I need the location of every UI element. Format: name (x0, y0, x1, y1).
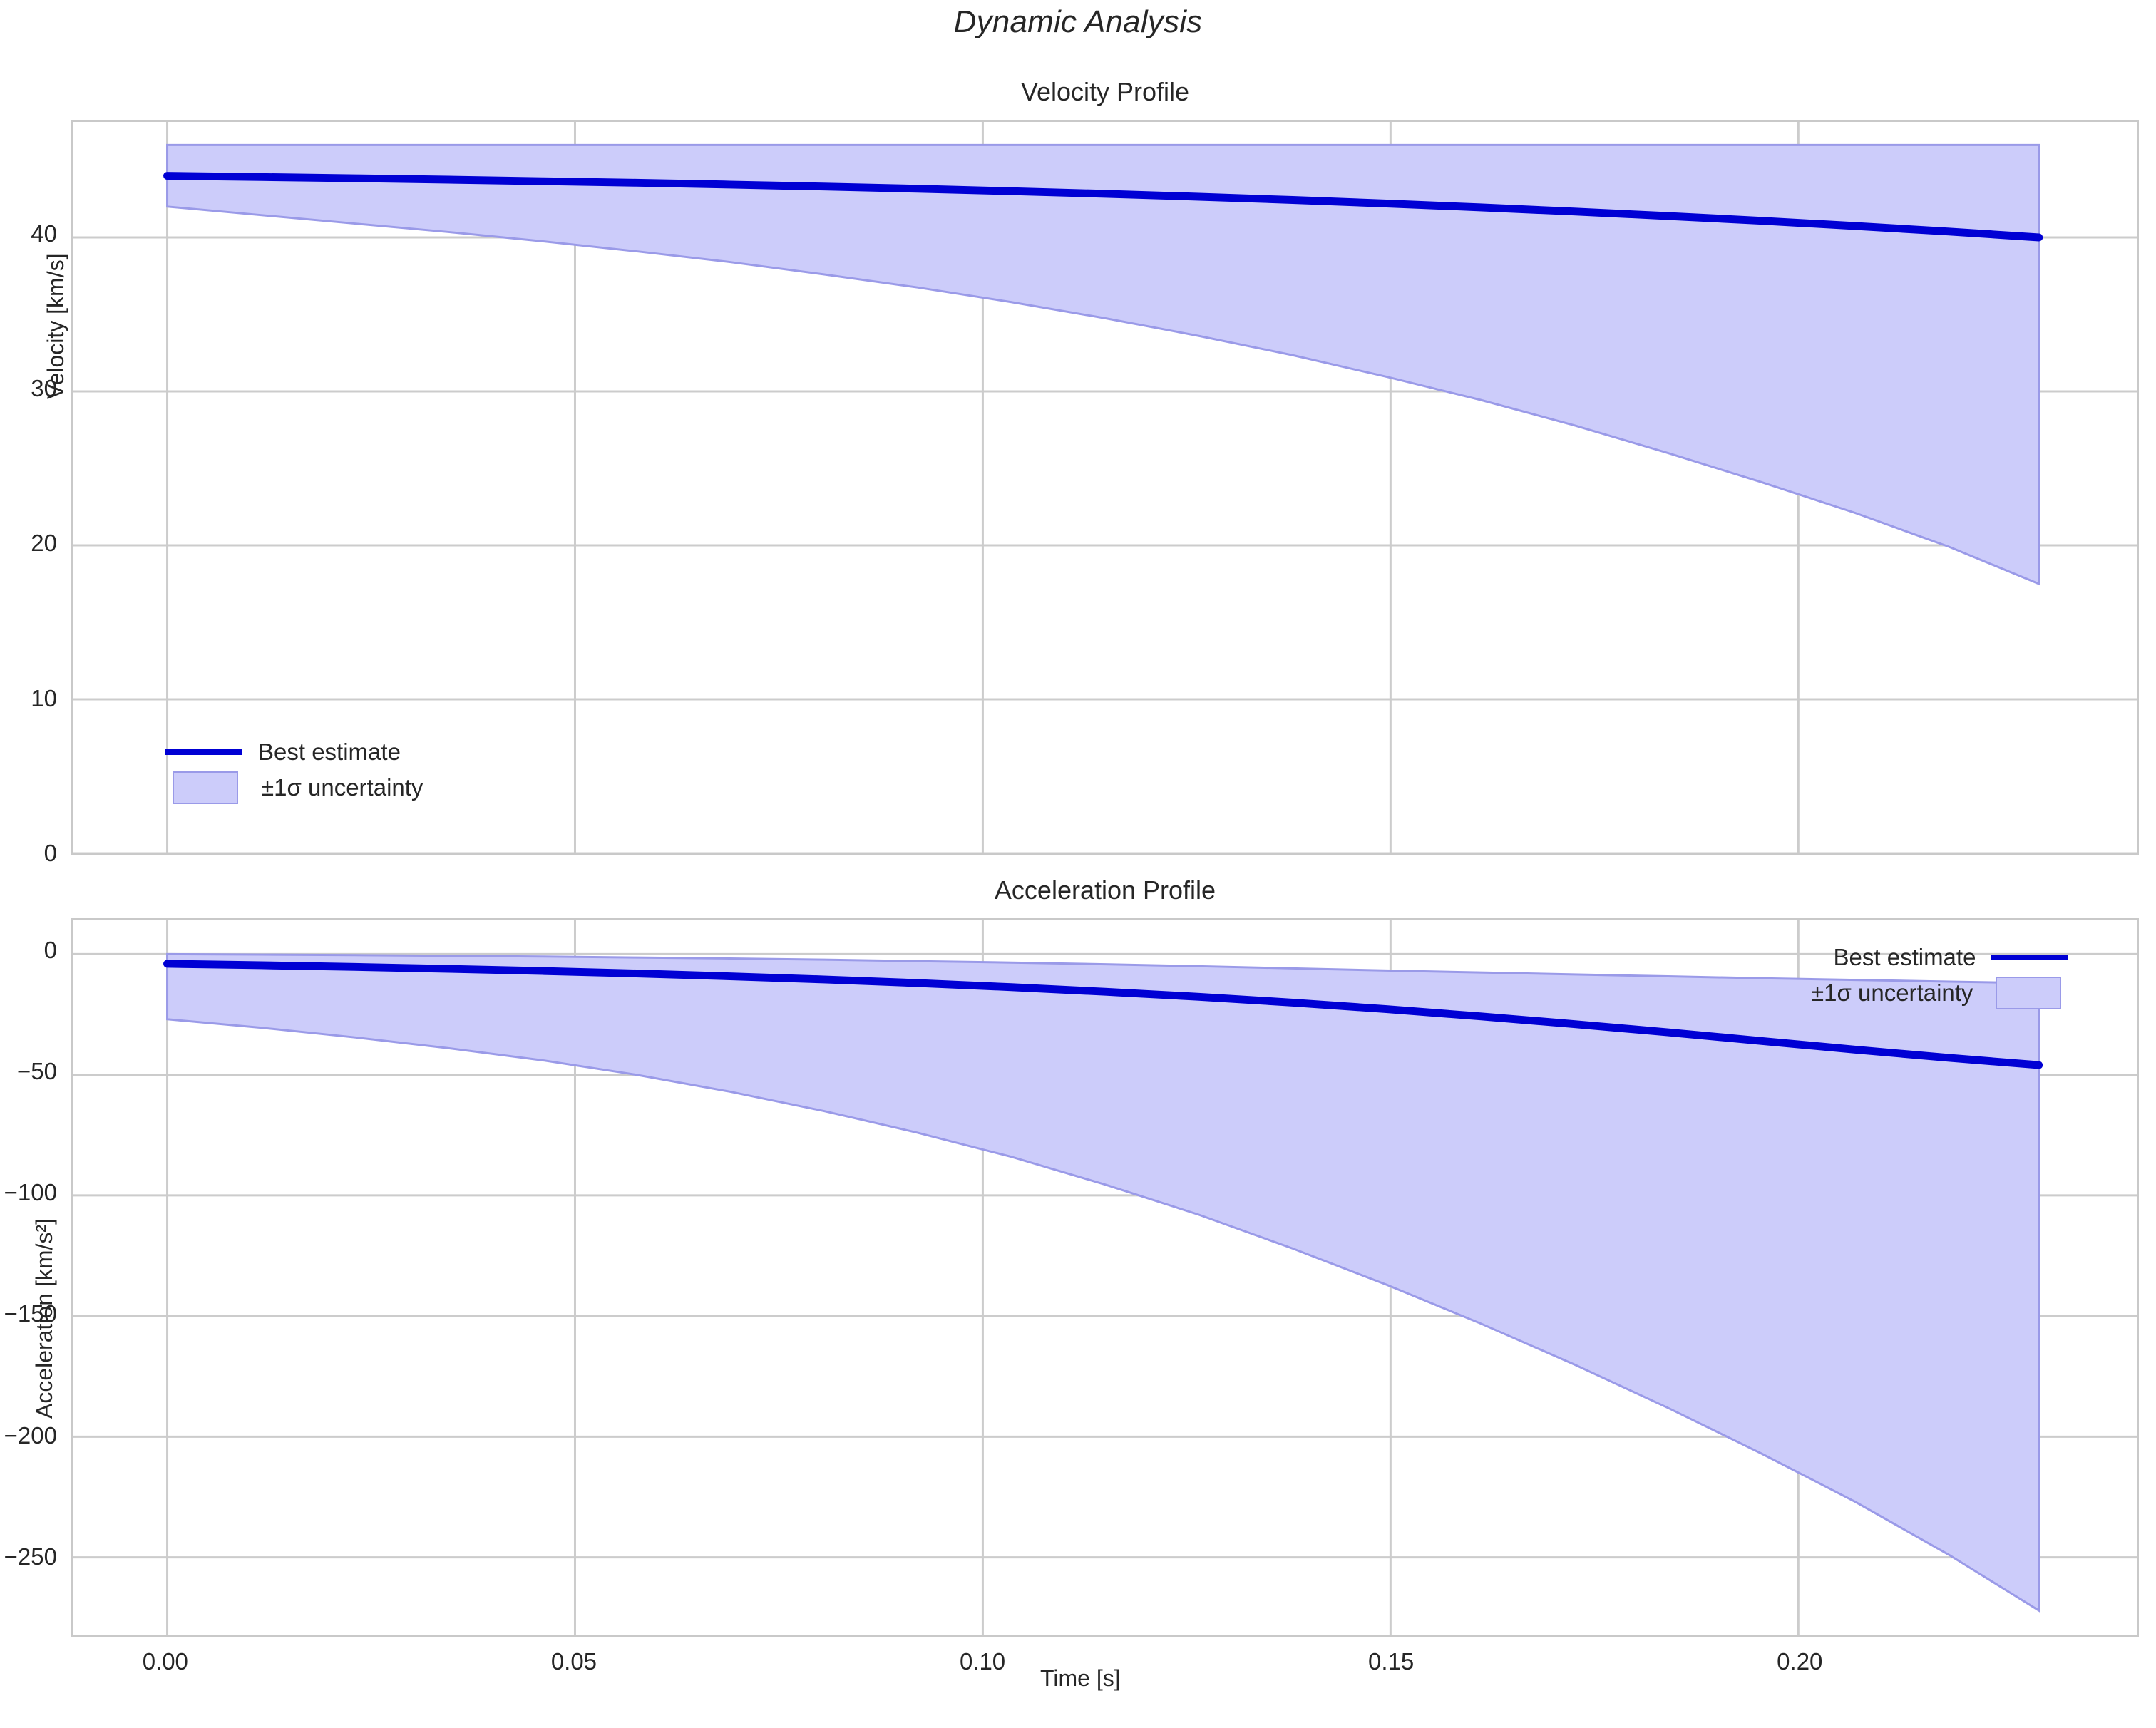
velocity-chart-canvas (73, 122, 2137, 853)
x-tick-label: 0.15 (1368, 1648, 1415, 1675)
y-tick-label: −100 (4, 1179, 57, 1206)
y-tick-label: 20 (31, 530, 57, 557)
x-tick-label: 0.20 (1777, 1648, 1823, 1675)
line-swatch-icon (1991, 955, 2069, 960)
x-tick-label: 0.10 (959, 1648, 1006, 1675)
legend-label-uncertainty: ±1σ uncertainty (261, 774, 423, 801)
y-tick-label: −200 (4, 1421, 57, 1449)
figure-suptitle: Dynamic Analysis (953, 4, 1203, 39)
y-tick-label: −150 (4, 1300, 57, 1327)
acceleration-subplot-title: Acceleration Profile (994, 875, 1216, 905)
legend-entry-uncertainty: ±1σ uncertainty (150, 770, 423, 806)
y-tick-label: 10 (31, 684, 57, 711)
acceleration-legend: Best estimate ±1σ uncertainty (1811, 940, 2084, 1011)
y-tick-label: 0 (43, 840, 57, 866)
y-tick-label: −250 (4, 1543, 57, 1570)
legend-label-best-estimate: Best estimate (258, 739, 401, 765)
x-axis-label: Time [s] (1040, 1665, 1121, 1691)
velocity-legend: Best estimate ±1σ uncertainty (150, 734, 423, 806)
legend-entry-best-estimate: Best estimate (150, 734, 423, 770)
legend-entry-uncertainty-2: ±1σ uncertainty (1811, 975, 2084, 1011)
band-swatch-icon (1996, 977, 2062, 1009)
x-tick-label: 0.00 (142, 1648, 188, 1675)
legend-label-uncertainty-2: ±1σ uncertainty (1811, 979, 1973, 1006)
x-tick-label: 0.05 (550, 1648, 597, 1675)
velocity-subplot-title: Velocity Profile (1020, 77, 1190, 106)
legend-entry-best-estimate-2: Best estimate (1811, 940, 2084, 975)
y-tick-label: −50 (17, 1057, 57, 1084)
y-tick-label: 40 (31, 220, 57, 247)
velocity-plot-area (71, 120, 2139, 855)
acceleration-chart-canvas (73, 920, 2137, 1635)
y-tick-label: 30 (31, 375, 57, 402)
legend-label-best-estimate-2: Best estimate (1833, 944, 1976, 970)
acceleration-plot-area (71, 918, 2139, 1637)
band-swatch-icon (173, 771, 238, 804)
line-swatch-icon (165, 749, 242, 755)
y-tick-label: 0 (43, 936, 57, 963)
